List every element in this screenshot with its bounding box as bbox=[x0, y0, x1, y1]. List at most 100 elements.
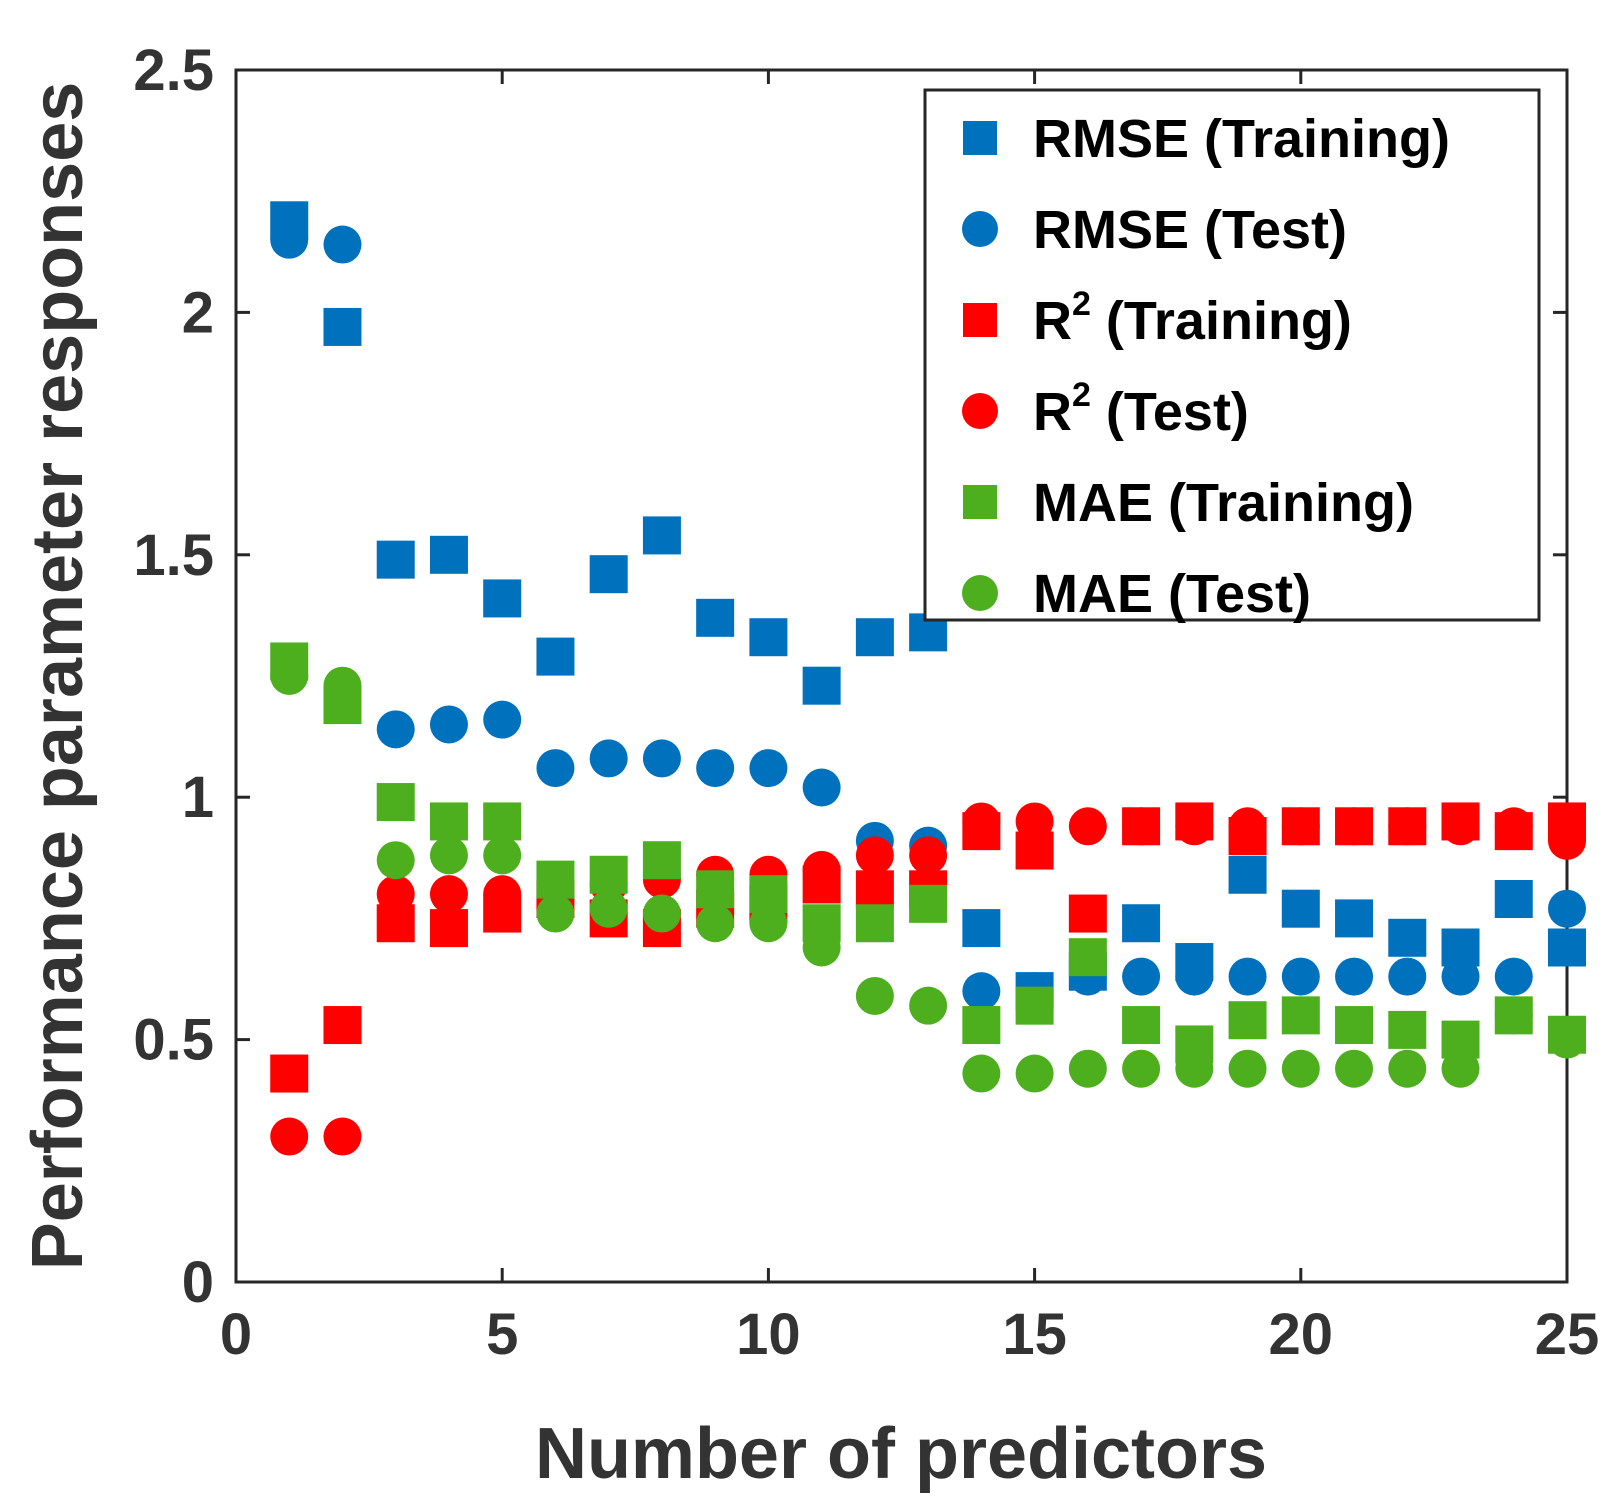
y-tick-label: 2 bbox=[182, 280, 214, 345]
data-point bbox=[696, 904, 735, 943]
data-point bbox=[589, 855, 628, 894]
y-tick-label: 0.5 bbox=[133, 1008, 214, 1073]
data-point bbox=[1441, 807, 1480, 846]
legend-label: RMSE (Test) bbox=[1033, 200, 1347, 260]
data-point bbox=[1175, 1049, 1214, 1088]
data-point bbox=[589, 889, 628, 928]
data-point bbox=[696, 598, 735, 637]
x-tick-label: 20 bbox=[1269, 1302, 1334, 1367]
x-tick-label: 15 bbox=[1002, 1302, 1067, 1367]
data-point bbox=[909, 986, 948, 1025]
data-point bbox=[1228, 855, 1267, 894]
data-point bbox=[1175, 807, 1214, 846]
data-point bbox=[376, 841, 415, 880]
data-point bbox=[642, 841, 681, 880]
x-tick-label: 25 bbox=[1535, 1302, 1600, 1367]
data-point bbox=[376, 540, 415, 579]
data-point bbox=[589, 739, 628, 778]
data-point bbox=[1228, 807, 1267, 846]
legend-label: R2 (Training) bbox=[1033, 285, 1352, 351]
data-point bbox=[1228, 1049, 1267, 1088]
x-tick-label: 0 bbox=[220, 1302, 252, 1367]
data-point bbox=[429, 802, 468, 841]
y-tick-label: 1 bbox=[182, 765, 214, 830]
data-point bbox=[749, 749, 788, 788]
data-point bbox=[855, 976, 894, 1015]
legend-swatch bbox=[963, 121, 997, 155]
data-point bbox=[855, 618, 894, 657]
data-point bbox=[376, 710, 415, 749]
data-point bbox=[1388, 957, 1427, 996]
legend-swatch bbox=[963, 303, 997, 337]
series-mae-test bbox=[270, 657, 1586, 1093]
data-point bbox=[429, 705, 468, 744]
data-point bbox=[1548, 889, 1586, 928]
data-point bbox=[1388, 807, 1427, 846]
legend-swatch bbox=[963, 485, 997, 519]
data-point bbox=[855, 904, 894, 943]
data-point bbox=[483, 802, 522, 841]
data-point bbox=[1228, 957, 1267, 996]
data-point bbox=[1548, 928, 1586, 967]
data-point bbox=[1441, 957, 1480, 996]
legend-label: RMSE (Training) bbox=[1033, 109, 1450, 169]
data-point bbox=[429, 875, 468, 914]
data-point bbox=[1388, 918, 1427, 957]
legend-box bbox=[923, 88, 1541, 622]
data-point bbox=[483, 836, 522, 875]
data-point bbox=[1335, 807, 1374, 846]
data-point bbox=[429, 909, 468, 948]
data-point bbox=[536, 749, 575, 788]
data-point bbox=[1281, 889, 1320, 928]
data-point bbox=[1494, 996, 1533, 1035]
data-point bbox=[1015, 986, 1054, 1025]
data-point bbox=[1068, 938, 1107, 977]
data-point bbox=[323, 307, 362, 346]
data-point bbox=[1068, 894, 1107, 933]
data-point bbox=[323, 225, 362, 264]
data-point bbox=[1335, 1006, 1374, 1045]
data-point bbox=[376, 875, 415, 914]
data-point bbox=[429, 836, 468, 875]
legend-label: R2 (Test) bbox=[1033, 376, 1249, 442]
series-r2-test bbox=[270, 802, 1586, 1156]
data-point bbox=[270, 1054, 309, 1093]
data-point bbox=[802, 666, 841, 705]
data-point bbox=[642, 516, 681, 555]
y-tick-label: 2.5 bbox=[133, 38, 214, 103]
data-point bbox=[1015, 1054, 1054, 1093]
data-point bbox=[1122, 1049, 1161, 1088]
data-point bbox=[1281, 1049, 1320, 1088]
data-point bbox=[802, 768, 841, 807]
legend-swatch bbox=[962, 211, 998, 247]
data-point bbox=[1548, 821, 1586, 860]
data-point bbox=[1494, 880, 1533, 919]
data-point bbox=[1281, 807, 1320, 846]
data-point bbox=[323, 1006, 362, 1045]
data-point bbox=[429, 535, 468, 574]
data-point bbox=[1122, 1006, 1161, 1045]
data-point bbox=[1441, 1049, 1480, 1088]
data-point bbox=[855, 870, 894, 909]
data-point bbox=[376, 783, 415, 822]
data-point bbox=[749, 618, 788, 657]
data-point bbox=[1122, 904, 1161, 943]
series-rmse-training bbox=[270, 201, 1586, 1011]
data-point bbox=[1388, 1010, 1427, 1049]
legend-label: MAE (Test) bbox=[1033, 564, 1311, 624]
data-point bbox=[855, 836, 894, 875]
data-point bbox=[1494, 807, 1533, 846]
legend-label: MAE (Training) bbox=[1033, 473, 1414, 533]
data-point bbox=[270, 1117, 309, 1156]
data-point bbox=[1548, 1020, 1586, 1059]
data-point bbox=[962, 802, 1001, 841]
data-point bbox=[1068, 807, 1107, 846]
data-point bbox=[1175, 957, 1214, 996]
data-point bbox=[536, 637, 575, 676]
data-point bbox=[483, 875, 522, 914]
y-tick-label: 0 bbox=[182, 1250, 214, 1315]
data-point bbox=[1335, 1049, 1374, 1088]
data-point bbox=[483, 700, 522, 739]
data-point bbox=[962, 1006, 1001, 1045]
